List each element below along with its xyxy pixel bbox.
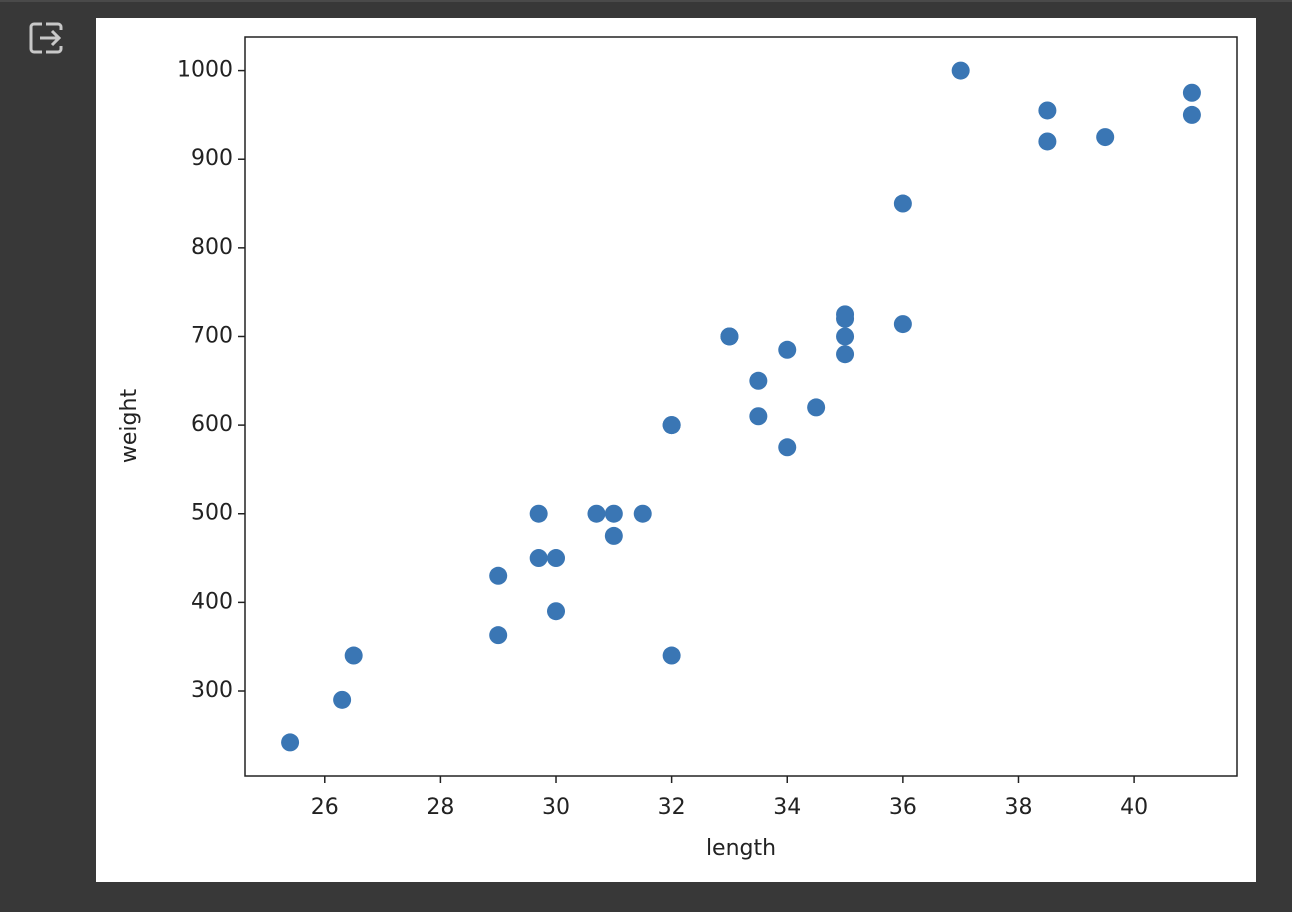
y-tick-label: 800 <box>191 235 233 260</box>
point <box>1096 128 1115 147</box>
point <box>604 526 623 545</box>
y-axis-label: weight <box>117 389 142 464</box>
point <box>951 61 970 80</box>
point <box>333 690 352 709</box>
y-tick-label: 300 <box>191 678 233 703</box>
y-tick-label: 600 <box>191 412 233 437</box>
point <box>529 504 548 523</box>
plot-frame <box>244 36 1238 777</box>
point <box>489 566 508 585</box>
point <box>749 371 768 390</box>
point <box>749 407 768 426</box>
point <box>281 733 300 752</box>
point <box>893 194 912 213</box>
y-tick-label: 900 <box>191 146 233 171</box>
x-tick-label: 34 <box>773 795 801 820</box>
point <box>529 549 548 568</box>
point <box>489 626 508 645</box>
top-bar <box>0 0 1292 2</box>
point <box>587 504 606 523</box>
point <box>1038 132 1057 151</box>
point <box>836 327 855 346</box>
y-tick-label: 700 <box>191 323 233 348</box>
point <box>1038 101 1057 120</box>
y-tick-label: 500 <box>191 501 233 526</box>
point <box>604 504 623 523</box>
x-tick-label: 38 <box>1004 795 1032 820</box>
point <box>547 602 566 621</box>
point <box>547 549 566 568</box>
point <box>662 416 681 435</box>
point <box>778 340 797 359</box>
point <box>633 504 652 523</box>
point <box>807 398 826 417</box>
y-tick-label: 1000 <box>177 58 233 83</box>
y-tick-label: 400 <box>191 589 233 614</box>
x-tick-label: 28 <box>426 795 454 820</box>
point <box>836 345 855 364</box>
point <box>778 438 797 457</box>
output-icon[interactable] <box>26 18 66 58</box>
x-tick-label: 26 <box>311 795 339 820</box>
point <box>662 646 681 665</box>
x-tick-label: 36 <box>889 795 917 820</box>
point <box>1182 83 1201 102</box>
point <box>893 315 912 334</box>
x-tick-label: 40 <box>1120 795 1148 820</box>
point <box>344 646 363 665</box>
x-tick-label: 32 <box>658 795 686 820</box>
point <box>1182 105 1201 124</box>
output-panel: length weight 26 28 30 32 34 36 38 40 300 400 500 6… <box>96 18 1256 882</box>
point <box>836 309 855 328</box>
chart: length weight 26 28 30 32 34 36 38 40 300 400 500 6… <box>117 36 1238 861</box>
x-axis-label: length <box>706 836 776 861</box>
x-tick-label: 30 <box>542 795 570 820</box>
point <box>720 327 739 346</box>
